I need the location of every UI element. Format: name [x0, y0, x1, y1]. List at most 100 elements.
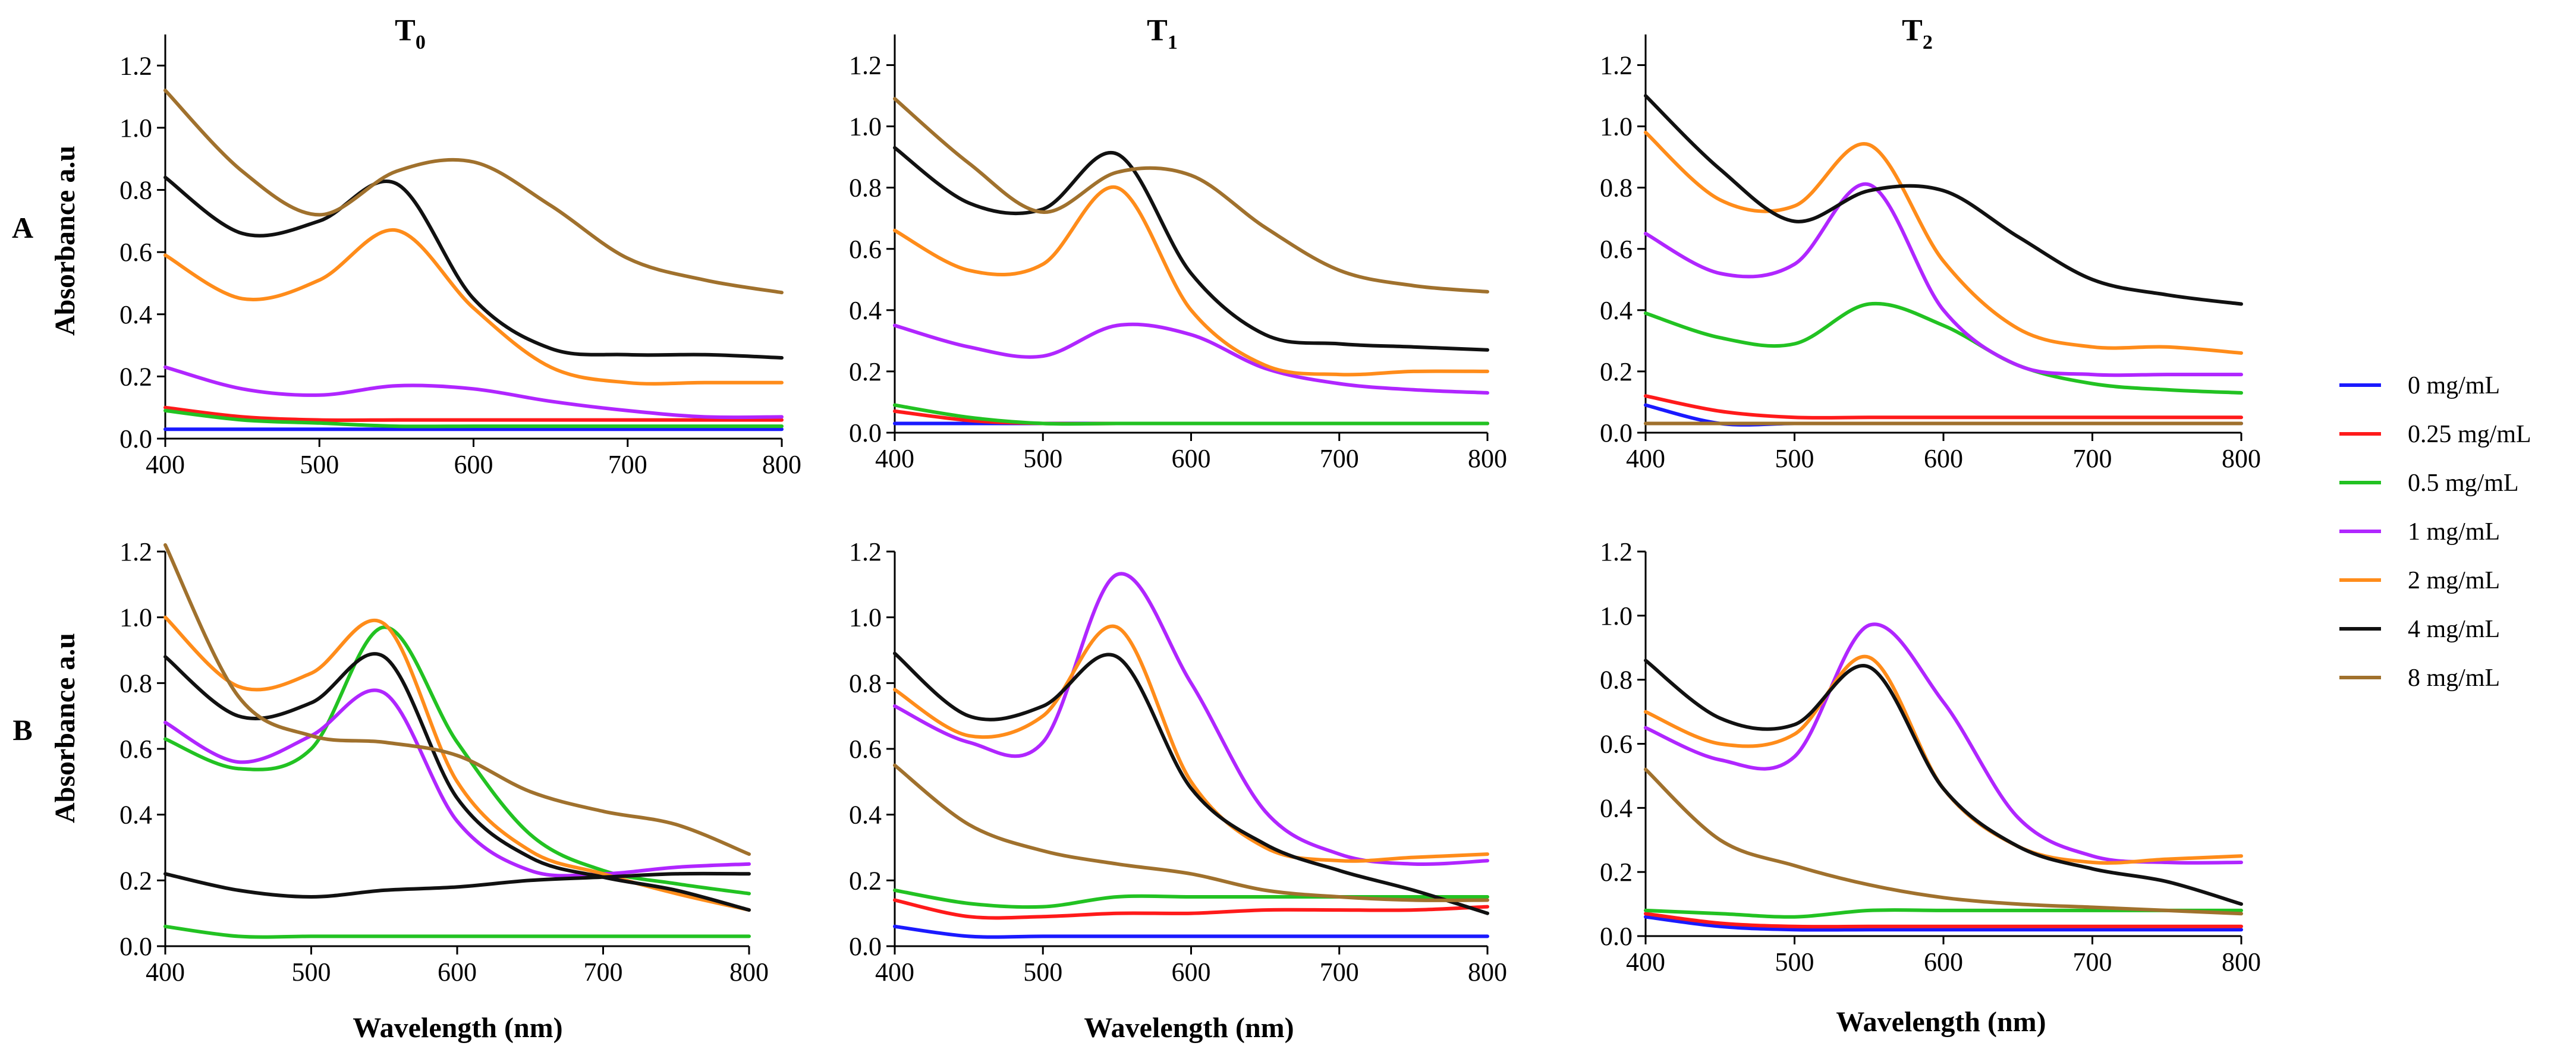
- series-line-8-mg-ml: [893, 97, 1489, 294]
- panels: 0.0 0.2 0.4 0.6 0.8 1.0 1.2 400 500 600 700 800 0.0 0…: [119, 34, 2261, 987]
- series-line-0-25-mg-ml: [893, 898, 1489, 920]
- y-tick-label: 0.2: [119, 362, 152, 391]
- series-line-4-mg-ml: [893, 146, 1489, 352]
- legend-label-4-mg-ml: 4 mg/mL: [2408, 616, 2500, 643]
- x-tick-label: 400: [875, 957, 914, 987]
- series-line-2-mg-ml: [1644, 654, 2243, 865]
- y-tick-label: 0.2: [119, 866, 152, 895]
- y-tick-label: 0.4: [1600, 793, 1633, 823]
- panel-a-t0: 0.0 0.2 0.4 0.6 0.8 1.0 1.2 400 500 600 700 800: [119, 34, 801, 479]
- row-label-b: B: [12, 713, 32, 746]
- panel-a-t1: 0.0 0.2 0.4 0.6 0.8 1.0 1.2 400 500 600 700 800: [849, 34, 1507, 473]
- x-axis-title-b-t0: Wavelength (nm): [353, 1012, 562, 1044]
- y-tick-label: 1.2: [1600, 537, 1633, 566]
- series-line-4-mg-ml: [163, 175, 784, 360]
- series-line-2-mg-ml: [893, 185, 1489, 377]
- x-tick-label: 700: [1320, 444, 1359, 473]
- series-line-0-5-mg-ml: [163, 408, 784, 429]
- y-tick-label: 0.8: [1600, 666, 1633, 695]
- y-tick-label: 0.4: [849, 296, 882, 325]
- x-axis-title-b-t1: Wavelength (nm): [1084, 1012, 1294, 1044]
- y-tick-label: 0.8: [849, 174, 882, 203]
- y-tick-label: 0.0: [849, 932, 882, 961]
- series-line-8-mg-ml: [163, 543, 751, 856]
- series-line-4-mg-ml: [893, 651, 1489, 915]
- x-tick-label: 800: [1468, 957, 1507, 987]
- x-tick-label: 400: [1626, 947, 1665, 976]
- panel-a-t2: 0.0 0.2 0.4 0.6 0.8 1.0 1.2 400 500 600 700 800: [1600, 34, 2261, 473]
- y-tick-label: 0.0: [1600, 922, 1633, 951]
- series-line-4-mg-ml: [1644, 94, 2243, 306]
- series-line-0-25-mg-ml: [163, 405, 784, 422]
- y-tick-label: 0.0: [849, 418, 882, 448]
- x-tick-label: 400: [146, 957, 185, 987]
- x-tick-label: 700: [2073, 947, 2112, 976]
- column-title-t0: T0: [395, 14, 426, 53]
- series-line-0-mg-ml: [893, 924, 1489, 939]
- x-tick-label: 700: [608, 450, 647, 479]
- x-tick-label: 700: [1320, 957, 1359, 987]
- y-tick-label: 0.8: [849, 669, 882, 698]
- series-line-8-mg-ml: [1644, 767, 2243, 916]
- y-tick-label: 0.8: [1600, 174, 1633, 203]
- series-line-0-5-mg-ml: [163, 924, 751, 939]
- x-tick-label: 400: [146, 450, 185, 479]
- series-line-0-5-mg-ml: [893, 403, 1489, 426]
- x-tick-label: 700: [584, 957, 623, 987]
- y-tick-label: 1.2: [119, 51, 152, 80]
- series-line-0-5-mg-ml: [163, 625, 751, 896]
- y-tick-label: 0.0: [119, 424, 152, 453]
- x-tick-label: 500: [1023, 444, 1062, 473]
- series-line-4-mg-ml: [163, 871, 751, 899]
- series-line-2-mg-ml: [1644, 130, 2243, 355]
- x-tick-label: 600: [454, 450, 493, 479]
- x-tick-label: 600: [1924, 947, 1963, 976]
- y-tick-label: 0.4: [119, 300, 152, 329]
- panel-b-t1: 0.0 0.2 0.4 0.6 0.8 1.0 1.2 400 500 600 700 800: [849, 537, 1507, 987]
- panel-b-t2: 0.0 0.2 0.4 0.6 0.8 1.0 1.2 400 500 600 700 800: [1600, 537, 2261, 976]
- series-line-1-mg-ml: [163, 688, 751, 878]
- panel-b-t0: 0.0 0.2 0.4 0.6 0.8 1.0 1.2 400 500 600 700 800: [119, 537, 769, 987]
- legend-label-8-mg-ml: 8 mg/mL: [2408, 664, 2500, 692]
- y-tick-label: 1.0: [1600, 112, 1633, 141]
- y-axis-title-row-b: Absorbance a.u: [49, 633, 81, 823]
- y-tick-label: 0.0: [1600, 418, 1633, 448]
- x-tick-label: 700: [2073, 444, 2112, 473]
- series-line-0-5-mg-ml: [1644, 301, 2243, 395]
- y-tick-label: 0.8: [119, 176, 152, 205]
- x-tick-label: 600: [1172, 444, 1211, 473]
- x-tick-label: 500: [1775, 947, 1814, 976]
- y-tick-label: 0.2: [849, 357, 882, 386]
- x-tick-label: 600: [438, 957, 477, 987]
- row-label-a: A: [12, 211, 33, 244]
- series-line-0-mg-ml: [1644, 915, 2243, 932]
- series-line-1-mg-ml: [1644, 182, 2243, 377]
- legend-label-0-25-mg-ml: 0.25 mg/mL: [2408, 421, 2531, 448]
- x-tick-label: 500: [292, 957, 331, 987]
- x-tick-label: 600: [1172, 957, 1211, 987]
- legend: 0 mg/mL 0.25 mg/mL 0.5 mg/mL 1 mg/mL 2 mg/mL…: [2339, 372, 2531, 692]
- y-tick-label: 1.2: [119, 537, 152, 566]
- series-line-0-5-mg-ml: [893, 888, 1489, 909]
- y-tick-label: 1.0: [849, 603, 882, 632]
- x-tick-label: 400: [1626, 444, 1665, 473]
- y-tick-label: 0.6: [1600, 235, 1633, 264]
- x-tick-label: 800: [762, 450, 801, 479]
- series-line-4-mg-ml: [1644, 659, 2243, 906]
- y-tick-label: 0.6: [119, 238, 152, 267]
- series-line-0-25-mg-ml: [1644, 912, 2243, 929]
- column-title-t1: T1: [1147, 14, 1178, 53]
- y-tick-label: 1.2: [849, 51, 882, 80]
- y-tick-label: 0.4: [1600, 296, 1633, 325]
- y-axis-title-row-a: Absorbance a.u: [49, 146, 81, 336]
- y-tick-label: 1.0: [119, 603, 152, 632]
- y-tick-label: 1.0: [1600, 601, 1633, 631]
- series-line-2-mg-ml: [893, 624, 1489, 863]
- y-tick-label: 0.6: [849, 235, 882, 264]
- x-tick-label: 600: [1924, 444, 1963, 473]
- series-line-0-25-mg-ml: [1644, 394, 2243, 420]
- y-tick-label: 1.0: [119, 114, 152, 143]
- y-tick-label: 0.0: [119, 932, 152, 961]
- x-tick-label: 500: [1023, 957, 1062, 987]
